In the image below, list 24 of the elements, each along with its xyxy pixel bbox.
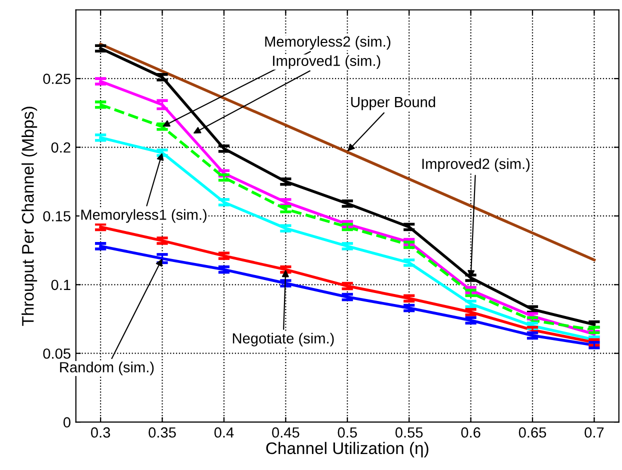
x-tick-label: 0.3 bbox=[91, 427, 110, 438]
annotation: Improved2 (sim.) bbox=[422, 158, 530, 172]
x-tick-label: 0.5 bbox=[338, 427, 357, 438]
y-tick-label: 0.05 bbox=[43, 348, 70, 359]
x-axis-title: Channel Utilization (η) bbox=[266, 442, 428, 458]
x-tick-label: 0.7 bbox=[584, 427, 604, 438]
y-tick-label: 0.25 bbox=[43, 74, 70, 84]
annotation: Random (sim.) bbox=[60, 362, 154, 376]
y-tick-label: 0.1 bbox=[51, 280, 70, 290]
y-tick-label: 0.2 bbox=[51, 142, 70, 153]
annotation: Improved1 (sim.) bbox=[273, 55, 380, 69]
annotation: Memoryless1 (sim.) bbox=[81, 209, 206, 223]
x-tick-label: 0.45 bbox=[272, 427, 300, 438]
y-tick-label: 0.15 bbox=[43, 211, 70, 222]
x-tick-label: 0.55 bbox=[395, 427, 423, 438]
annotation: Negotiate (sim.) bbox=[232, 332, 334, 346]
y-tick-label: 0 bbox=[63, 417, 70, 428]
x-tick-label: 0.6 bbox=[461, 427, 480, 438]
annotation: Memoryless2 (sim.) bbox=[265, 36, 390, 50]
x-tick-label: 0.35 bbox=[148, 427, 176, 438]
y-axis-title: Throuput Per Channel (Mbps) bbox=[22, 106, 38, 326]
x-tick-label: 0.65 bbox=[518, 427, 546, 438]
annotation: Upper Bound bbox=[351, 96, 436, 110]
x-tick-label: 0.4 bbox=[214, 427, 234, 438]
